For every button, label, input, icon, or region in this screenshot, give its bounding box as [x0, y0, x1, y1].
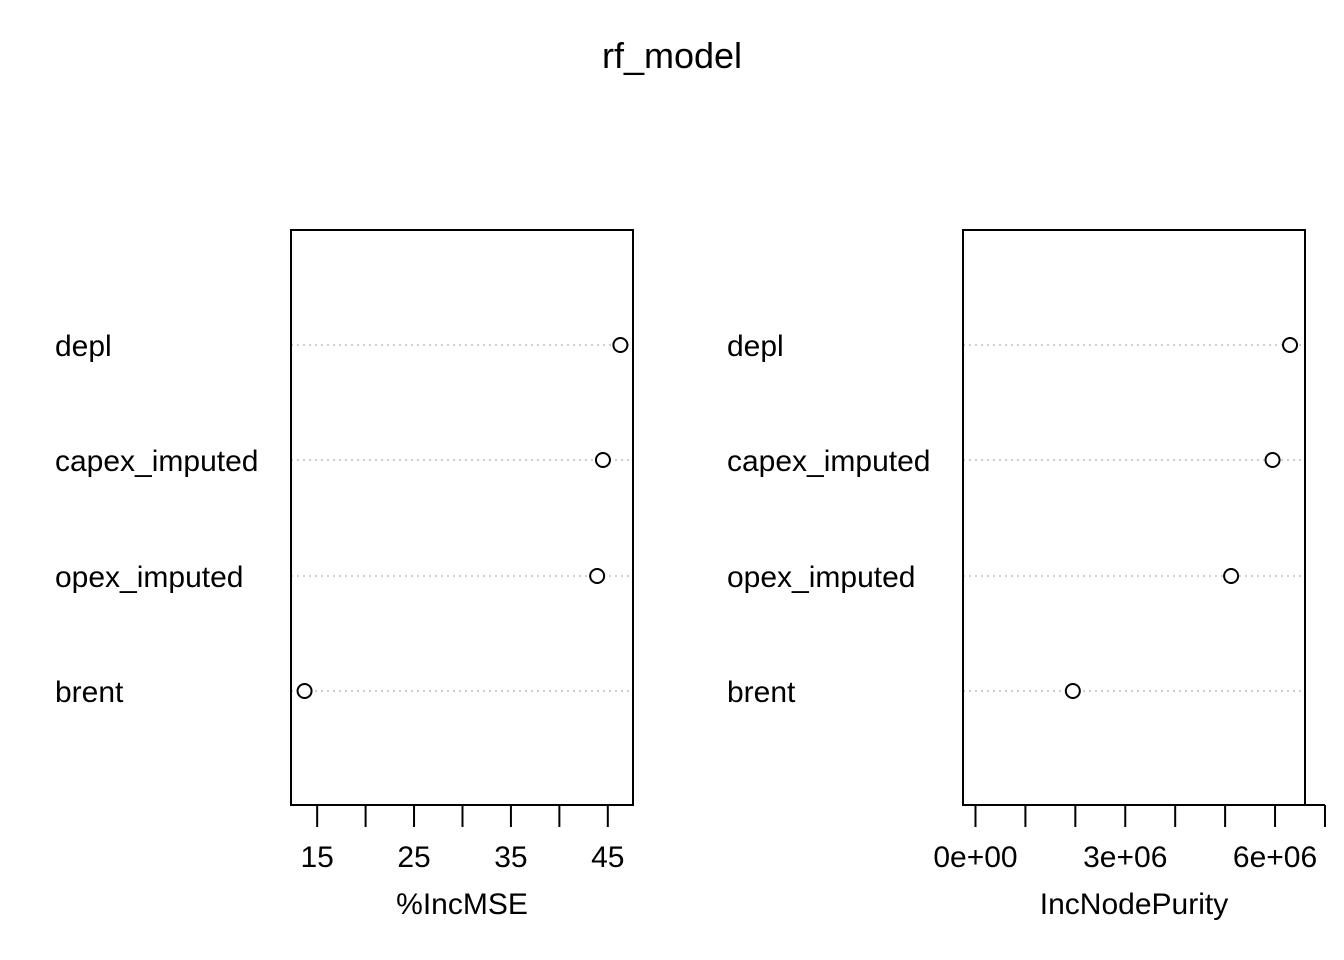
x-tick-label: 0e+00 — [933, 841, 1017, 874]
x-tick-label: 45 — [591, 841, 624, 874]
data-point — [612, 337, 629, 353]
x-tick-label: 15 — [300, 841, 333, 874]
category-label: depl — [727, 330, 784, 363]
x-tick-label: 35 — [494, 841, 527, 874]
data-point — [589, 568, 606, 584]
category-label: opex_imputed — [55, 561, 243, 594]
x-tick-label: 6e+06 — [1233, 841, 1317, 874]
data-point — [1064, 683, 1081, 699]
chart-title: rf_model — [602, 35, 742, 76]
category-label: capex_imputed — [55, 445, 258, 478]
x-axis-title: IncNodePurity — [1040, 888, 1228, 921]
data-point — [1282, 337, 1299, 353]
plot-frame — [962, 229, 1306, 806]
category-label: depl — [55, 330, 112, 363]
x-axis-title: %IncMSE — [396, 888, 528, 921]
data-point — [594, 452, 611, 468]
category-label: brent — [55, 676, 124, 709]
category-label: brent — [727, 676, 796, 709]
category-label: opex_imputed — [727, 561, 915, 594]
plot-frame — [290, 229, 634, 806]
data-point — [296, 683, 313, 699]
x-tick-label: 3e+06 — [1083, 841, 1167, 874]
x-tick-label: 25 — [397, 841, 430, 874]
category-label: capex_imputed — [727, 445, 930, 478]
data-point — [1223, 568, 1240, 584]
data-point — [1264, 452, 1281, 468]
